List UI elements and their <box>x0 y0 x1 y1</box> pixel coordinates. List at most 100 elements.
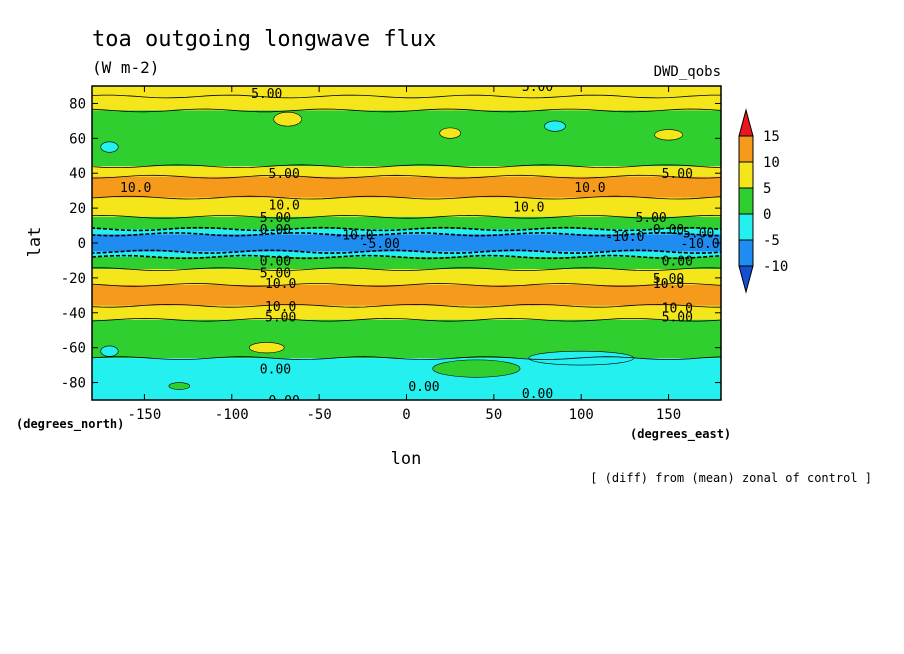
contour-label-4: 10.0 <box>574 181 605 196</box>
colorbar-label-2: 5 <box>763 181 771 197</box>
contour-label-3: 5.00 <box>269 167 300 182</box>
colorbar-label-0: 15 <box>763 129 780 145</box>
x-tick-label-3: 0 <box>402 407 410 423</box>
contour-line-15 <box>92 356 721 360</box>
zonal-band-11 <box>92 269 721 285</box>
y-tick-label-4: 0 <box>78 236 86 252</box>
anomaly-patch-8 <box>100 345 119 357</box>
colorbar-label-5: -10 <box>763 259 788 275</box>
contour-line-12 <box>92 283 721 287</box>
zonal-band-6 <box>92 216 721 230</box>
anomaly-patch-4 <box>654 129 683 141</box>
contour-label-28: 0.00 <box>408 380 439 395</box>
contour-label-6: 10.0 <box>269 199 300 214</box>
y-tick-label-2: 40 <box>69 166 86 182</box>
anomaly-patch-2 <box>544 120 566 132</box>
contour-label-15: -5.00 <box>675 227 714 242</box>
contour-line-1 <box>92 94 721 99</box>
y-axis-units: (degrees_north) <box>16 417 124 432</box>
x-tick-label-6: 150 <box>656 407 681 423</box>
contour-label-13: -5.00 <box>361 237 400 252</box>
contour-label-11: 0.00 <box>653 223 684 238</box>
contour-label-24: 10.0 <box>662 302 693 317</box>
contour-label-0: 5.00 <box>251 87 282 102</box>
colorbar-swatch-5 <box>738 239 754 267</box>
zonal-band-15 <box>92 358 721 400</box>
zonal-band-2 <box>92 110 721 167</box>
contour-label-22: 10.0 <box>653 277 684 292</box>
x-tick-label-0: -150 <box>128 407 162 423</box>
zonal-band-10 <box>92 256 721 270</box>
contour-line-3 <box>92 164 721 169</box>
anomaly-patch-1 <box>439 127 461 139</box>
contour-label-9: 5.00 <box>635 211 666 226</box>
zonal-bands <box>92 86 721 400</box>
contour-label-10: 0.00 <box>260 223 291 238</box>
contour-label-14: -10.0 <box>605 230 644 245</box>
colorbar-swatch-1 <box>738 135 754 163</box>
contour-label-26: 5.00 <box>662 310 693 325</box>
y-axis: 80 60 40 20 0 -20 -40 -60 -80 <box>61 96 721 392</box>
y-axis-label: lat <box>25 227 45 258</box>
zonal-band-9 <box>92 251 721 257</box>
zonal-band-5 <box>92 197 721 217</box>
anomaly-patches <box>100 111 683 390</box>
chart-title: toa outgoing longwave flux <box>92 27 436 52</box>
contour-label-29: 0.00 <box>522 387 553 402</box>
zonal-band-1 <box>92 96 721 111</box>
anomaly-patch-3 <box>100 141 119 153</box>
contour-label-1: 5.00 <box>522 80 553 95</box>
contour-line-10 <box>92 254 721 260</box>
contour-label-21: 10.0 <box>265 277 296 292</box>
zonal-band-7 <box>92 229 721 235</box>
colorbar-label-4: -5 <box>763 233 780 249</box>
contour-label-18: 0.00 <box>662 254 693 269</box>
y-tick-label-3: 20 <box>69 201 86 217</box>
contour-label-8: 5.00 <box>260 211 291 226</box>
contour-line-6 <box>92 214 721 219</box>
colorbar-label-1: 10 <box>763 155 780 171</box>
contour-line-13 <box>92 303 721 308</box>
y-tick-label-8: -80 <box>61 376 86 392</box>
anomaly-patch-6 <box>168 382 191 390</box>
contour-label-19: 5.00 <box>260 267 291 282</box>
x-axis-units: (degrees_east) <box>630 427 731 442</box>
contour-line-14 <box>92 317 721 322</box>
zonal-band-8 <box>92 234 721 252</box>
zonal-band-3 <box>92 166 721 177</box>
colorbar-swatch-2 <box>738 161 754 189</box>
contour-label-30: 0.00 <box>269 394 300 409</box>
x-tick-label-5: 100 <box>569 407 594 423</box>
zonal-band-4 <box>92 176 721 198</box>
y-tick-label-0: 80 <box>69 96 86 112</box>
model-label: DWD_qobs <box>654 64 721 80</box>
colorbar-label-3: 0 <box>763 207 771 223</box>
x-tick-label-4: 50 <box>485 407 502 423</box>
contour-label-7: 10.0 <box>513 200 544 215</box>
y-tick-label-6: -40 <box>61 306 86 322</box>
x-axis: -150 -100 -50 0 50 100 150 <box>128 86 681 423</box>
colorbar-swatch-4 <box>738 213 754 241</box>
chart-units: (W m-2) <box>92 58 159 77</box>
contour-label-20: 5.00 <box>653 272 684 287</box>
contour-label-23: 10.0 <box>265 300 296 315</box>
x-tick-label-2: -50 <box>306 407 331 423</box>
contour-label-27: 0.00 <box>260 363 291 378</box>
zonal-band-14 <box>92 319 721 359</box>
contour-line-11 <box>92 267 721 272</box>
contour-label-17: 0.00 <box>260 254 291 269</box>
colorbar-bottom-arrow <box>738 265 754 294</box>
contour-label-12: -10.0 <box>335 228 374 243</box>
contour-line-8 <box>92 232 721 237</box>
contour-label-5: 5.00 <box>662 167 693 182</box>
y-tick-label-5: -20 <box>61 271 86 287</box>
colorbar: 15 10 5 0 -5 -10 <box>738 108 788 294</box>
footnote: [ (diff) from (mean) zonal of control ] <box>590 471 872 485</box>
x-axis-label: lon <box>391 449 422 469</box>
x-tick-label-1: -100 <box>215 407 249 423</box>
y-tick-label-1: 60 <box>69 131 86 147</box>
